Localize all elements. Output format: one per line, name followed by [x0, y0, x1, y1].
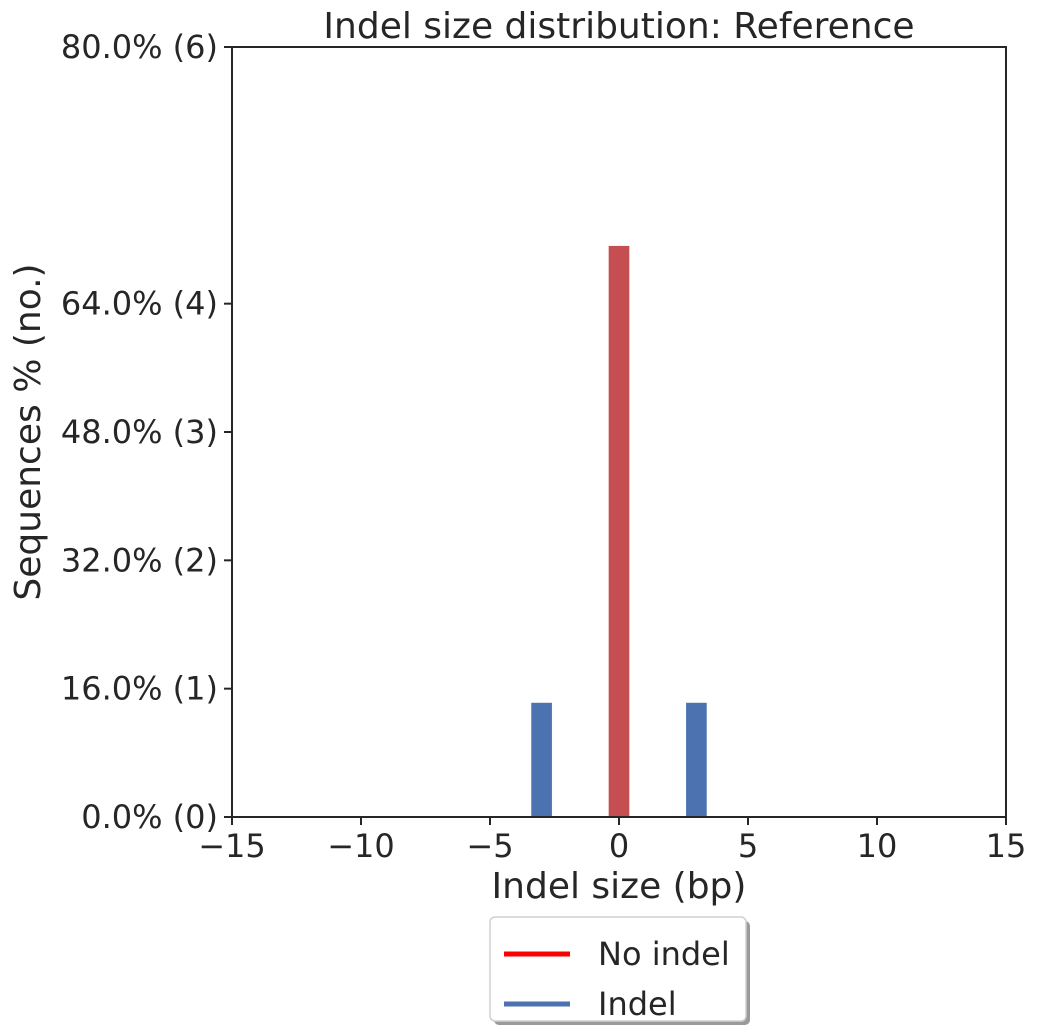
- x-tick-label: 10: [857, 827, 898, 865]
- legend-label: Indel: [598, 985, 677, 1023]
- y-tick-label: 0.0% (0): [81, 798, 218, 836]
- y-tick-label: 48.0% (3): [61, 413, 218, 451]
- y-tick-label: 80.0% (6): [61, 28, 218, 66]
- y-axis-ticks: 0.0% (0) 16.0% (1) 32.0% (2) 48.0% (3) 64.0%…: [61, 28, 232, 836]
- legend-label: No indel: [598, 935, 730, 973]
- x-tick-label: 15: [986, 827, 1027, 865]
- bar-group: [531, 245, 707, 817]
- x-tick-label: 0: [609, 827, 629, 865]
- bar-indel-0: [531, 702, 552, 817]
- bar-no-indel-0: [608, 245, 630, 817]
- y-tick-label: 32.0% (2): [61, 541, 218, 579]
- x-tick-label: 5: [738, 827, 758, 865]
- legend: No indel Indel: [489, 916, 750, 1025]
- x-tick-label: −5: [466, 827, 513, 865]
- chart-title: Indel size distribution: Reference: [323, 6, 914, 47]
- y-tick-label: 16.0% (1): [61, 670, 218, 708]
- bar-indel-1: [686, 702, 707, 817]
- legend-items: No indel Indel: [504, 935, 730, 1023]
- legend-box: [489, 916, 747, 1022]
- y-tick-label: 64.0% (4): [61, 285, 218, 323]
- x-tick-label: −10: [327, 827, 395, 865]
- y-axis-label: Sequences % (no.): [8, 263, 49, 600]
- x-axis-label: Indel size (bp): [492, 866, 747, 907]
- x-tick-label: −15: [198, 827, 266, 865]
- x-axis-ticks: −15 −10 −5 0 5 10 15: [198, 817, 1026, 865]
